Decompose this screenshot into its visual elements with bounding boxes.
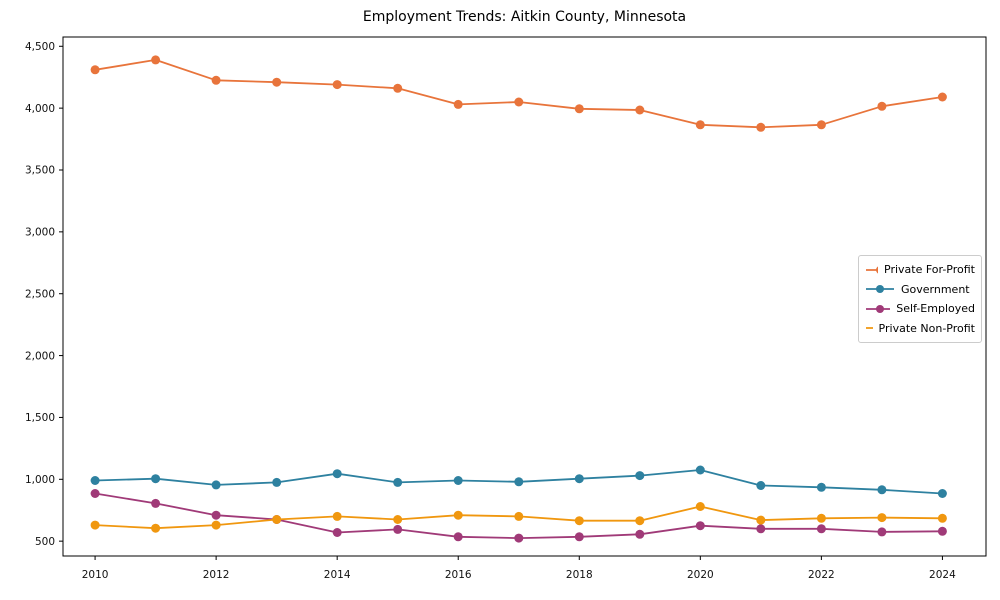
data-point xyxy=(393,83,403,93)
data-point xyxy=(695,521,705,531)
series-markers-private-for-profit xyxy=(90,55,947,132)
y-tick-label: 2,000 xyxy=(25,350,55,362)
data-point xyxy=(332,469,342,479)
chart-title: Employment Trends: Aitkin County, Minnes… xyxy=(362,9,687,25)
y-tick-label: 500 xyxy=(35,536,55,548)
axes-spines xyxy=(62,36,987,557)
legend-item-self-employed: Self-Employed xyxy=(865,299,975,319)
data-point xyxy=(877,513,887,523)
data-point xyxy=(453,99,463,109)
data-point xyxy=(574,104,584,114)
data-point xyxy=(937,513,947,523)
data-point xyxy=(332,528,342,537)
data-point xyxy=(635,529,645,539)
data-point xyxy=(453,510,463,520)
series-markers-government xyxy=(90,465,947,498)
data-point xyxy=(816,482,826,492)
data-point xyxy=(393,515,403,524)
data-point xyxy=(877,485,887,495)
data-point xyxy=(90,476,100,485)
data-point xyxy=(514,533,524,543)
data-point xyxy=(151,55,161,65)
data-point xyxy=(151,523,161,533)
data-point xyxy=(514,477,524,487)
series-markers-self-employed xyxy=(90,489,947,543)
x-tick-label: 2010 xyxy=(82,569,109,581)
data-point xyxy=(514,511,524,521)
y-tick-label: 3,000 xyxy=(25,227,55,239)
data-point xyxy=(211,75,221,85)
legend-item-private-for-profit: Private For-Profit xyxy=(865,260,975,280)
legend-swatch-private-for-profit xyxy=(866,266,878,274)
data-point xyxy=(695,465,705,475)
legend-item-private-non-profit: Private Non-Profit xyxy=(865,319,975,339)
data-point xyxy=(574,532,584,542)
data-point xyxy=(937,92,947,102)
data-point xyxy=(453,532,463,542)
y-tick-label: 2,500 xyxy=(25,288,55,300)
legend-item-government: Government xyxy=(865,280,975,300)
data-point xyxy=(90,520,100,530)
data-point xyxy=(756,481,766,490)
legend-label: Self-Employed xyxy=(896,302,975,316)
series-markers-private-non-profit xyxy=(90,502,947,533)
data-point xyxy=(90,65,100,75)
data-point xyxy=(393,477,403,487)
x-tick-label: 2024 xyxy=(929,569,956,581)
data-point xyxy=(756,122,766,132)
data-point xyxy=(272,515,282,524)
legend-swatch-private-non-profit xyxy=(866,327,873,330)
data-point xyxy=(151,474,161,484)
data-point xyxy=(756,515,766,525)
legend-label: Private Non-Profit xyxy=(878,321,975,335)
data-point xyxy=(272,477,282,487)
data-point xyxy=(635,516,645,526)
data-point xyxy=(574,474,584,484)
data-point xyxy=(695,502,705,511)
data-point xyxy=(635,471,645,481)
legend-label: Government xyxy=(901,282,970,296)
x-tick-label: 2014 xyxy=(324,569,351,581)
data-point xyxy=(756,524,766,534)
data-point xyxy=(937,489,947,498)
y-tick-label: 3,500 xyxy=(25,165,55,177)
y-tick-label: 1,000 xyxy=(25,474,55,486)
y-tick-label: 4,500 xyxy=(25,41,55,53)
data-point xyxy=(393,524,403,534)
data-point xyxy=(816,513,826,523)
data-point xyxy=(877,527,887,537)
data-point xyxy=(332,511,342,521)
data-point xyxy=(937,526,947,536)
data-point xyxy=(877,101,887,111)
data-point xyxy=(574,516,584,526)
y-tick-label: 4,000 xyxy=(25,103,55,115)
data-point xyxy=(151,498,161,508)
data-point xyxy=(272,77,282,87)
data-point xyxy=(453,476,463,485)
data-point xyxy=(211,520,221,530)
data-point xyxy=(635,105,645,115)
x-tick-label: 2016 xyxy=(445,569,472,581)
x-tick-label: 2018 xyxy=(566,569,593,581)
data-point xyxy=(816,524,826,534)
x-tick-label: 2020 xyxy=(687,569,714,581)
data-point xyxy=(332,80,342,90)
legend: Private For-Profit Government Self-Employe… xyxy=(858,255,982,343)
data-point xyxy=(514,97,524,107)
legend-label: Private For-Profit xyxy=(884,263,975,277)
data-point xyxy=(211,510,221,520)
data-point xyxy=(211,480,221,490)
x-tick-label: 2012 xyxy=(203,569,230,581)
legend-swatch-government xyxy=(866,285,894,294)
legend-swatch-self-employed xyxy=(866,304,891,313)
series-line-private-for-profit xyxy=(94,59,943,129)
data-point xyxy=(695,120,705,130)
y-tick-label: 1,500 xyxy=(25,412,55,424)
data-point xyxy=(90,489,100,498)
data-point xyxy=(816,120,826,130)
x-tick-label: 2022 xyxy=(808,569,835,581)
